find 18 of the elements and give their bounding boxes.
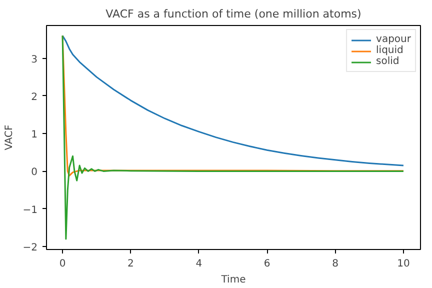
y-tick-label: 1 [31, 130, 38, 141]
legend-label: solid [376, 56, 400, 67]
x-tick-label: 6 [264, 258, 270, 270]
y-tick-label: 2 [31, 92, 38, 103]
legend-label: liquid [376, 45, 404, 56]
y-axis-title: VACF [4, 124, 15, 150]
y-tick-label: 3 [31, 54, 38, 66]
x-axis-title: Time [220, 274, 246, 286]
x-tick-label: 4 [196, 258, 202, 270]
y-tick-label: −1 [22, 204, 38, 216]
x-tick-label: 8 [332, 258, 338, 270]
chart-title: VACF as a function of time (one million atoms) [106, 8, 362, 20]
x-tick-label: 0 [59, 258, 66, 270]
legend-label: vapour [376, 34, 411, 45]
x-tick-label: 2 [128, 258, 134, 270]
y-tick-label: 0 [31, 167, 38, 178]
y-tick-label: −2 [22, 242, 38, 254]
x-tick-label: 10 [397, 258, 410, 270]
